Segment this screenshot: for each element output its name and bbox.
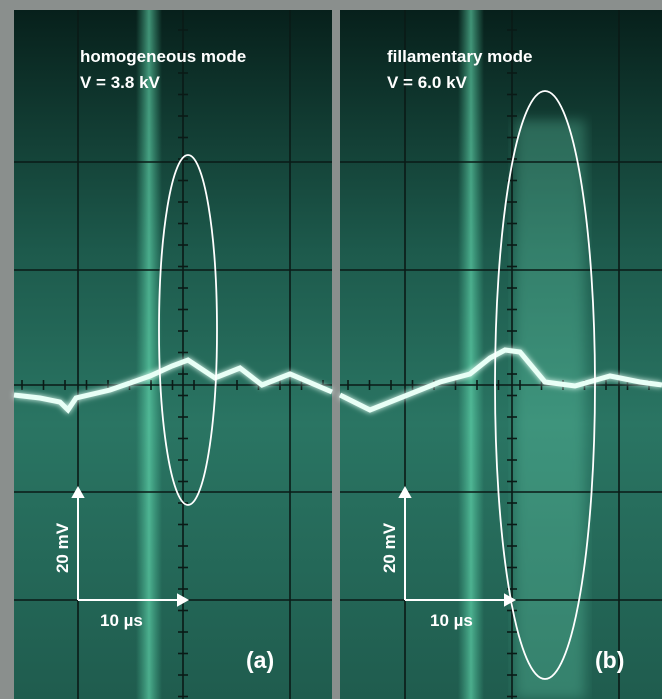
panel-a: [14, 10, 332, 699]
voltage-label: V = 3.8 kV: [80, 73, 161, 92]
panel-label: (a): [246, 647, 274, 673]
glow-band: [515, 120, 585, 699]
y-scale-label: 20 mV: [380, 522, 399, 573]
screen: [14, 10, 332, 699]
x-scale-label: 10 µs: [430, 611, 473, 630]
streak: [136, 10, 162, 699]
figure: homogeneous mode V = 3.8 kV 20 mV 10 µs …: [0, 0, 662, 699]
streak: [458, 10, 484, 699]
mode-label: fillamentary mode: [387, 47, 533, 66]
panel-label: (b): [595, 647, 624, 673]
mode-label: homogeneous mode: [80, 47, 246, 66]
y-scale-label: 20 mV: [53, 522, 72, 573]
x-scale-label: 10 µs: [100, 611, 143, 630]
voltage-label: V = 6.0 kV: [387, 73, 468, 92]
